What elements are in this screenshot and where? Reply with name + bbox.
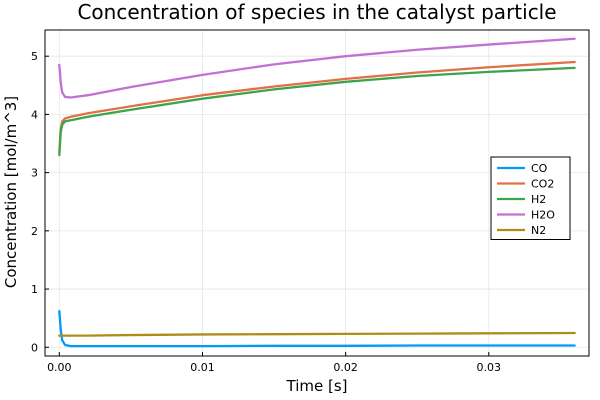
plot-frame (44, 29, 590, 357)
series-line-h2 (58, 66, 576, 157)
legend: CO CO2 H2 H2O N2 (490, 156, 571, 240)
x-tick-label: 0.02 (333, 361, 358, 374)
y-axis-label: Concentration [mol/m^3] (2, 96, 20, 288)
y-tick-label: 1 (31, 283, 38, 296)
x-tick-label: 0.00 (47, 361, 72, 374)
y-tick-label: 4 (31, 108, 38, 121)
legend-label: H2O (531, 209, 555, 222)
series-line-n2 (58, 331, 576, 337)
y-tick-label: 5 (31, 50, 38, 63)
series-line-co2 (58, 60, 576, 154)
axis-ticks: 0.00 0.01 0.02 0.03 0 1 2 3 4 5 (31, 50, 501, 374)
x-tick-label: 0.03 (477, 361, 502, 374)
x-axis-label: Time [s] (286, 377, 348, 395)
legend-label: CO2 (531, 178, 554, 191)
series-line-co (58, 310, 576, 348)
y-tick-label: 0 (31, 341, 38, 354)
grid-lines (45, 30, 589, 356)
legend-label: H2 (531, 193, 546, 206)
legend-label: N2 (531, 224, 546, 237)
chart-title: Concentration of species in the catalyst… (77, 0, 556, 24)
series-lines (58, 37, 576, 348)
y-tick-label: 2 (31, 225, 38, 238)
series-line-h2o (58, 37, 576, 99)
x-tick-label: 0.01 (190, 361, 215, 374)
legend-label: CO (531, 162, 548, 175)
y-tick-label: 3 (31, 167, 38, 180)
